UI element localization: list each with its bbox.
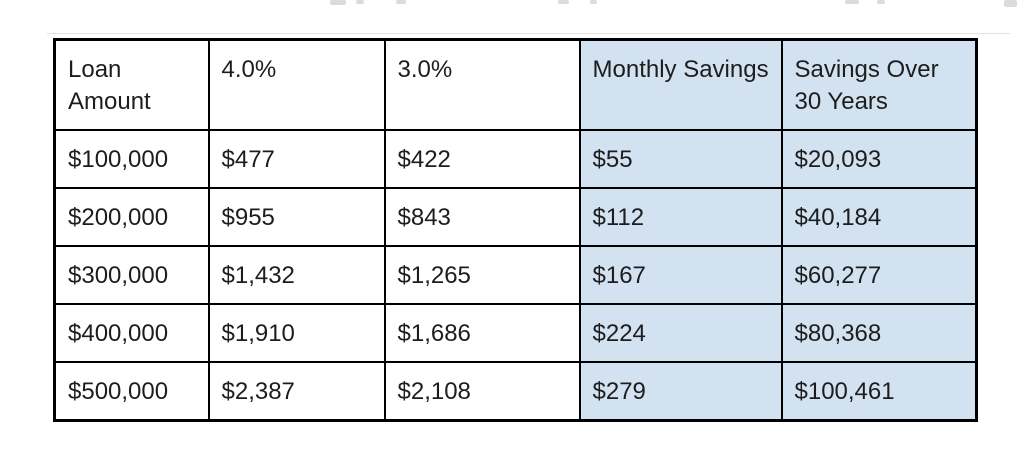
cell-payment-3-0: $2,108 <box>383 361 581 422</box>
cell-loan-amount: $400,000 <box>53 303 210 363</box>
cell-savings-30-years: $80,368 <box>780 303 978 363</box>
table-row: $200,000 $955 $843 $112 $40,184 <box>53 187 978 247</box>
cropped-text-fragment <box>330 0 346 5</box>
cell-savings-30-years: $60,277 <box>780 245 978 305</box>
cell-payment-4-0: $955 <box>207 187 386 247</box>
cropped-rule-artifact <box>47 33 1010 34</box>
column-header-rate-4-0: 4.0% <box>207 38 386 131</box>
cell-monthly-savings: $167 <box>578 245 783 305</box>
column-header-monthly-savings: Monthly Savings <box>578 38 783 131</box>
cropped-text-fragment <box>356 0 364 4</box>
column-header-rate-3-0: 3.0% <box>383 38 581 131</box>
cell-loan-amount: $500,000 <box>53 361 210 422</box>
cell-payment-3-0: $422 <box>383 129 581 189</box>
cropped-text-fragment <box>845 0 859 4</box>
cropped-text-fragment <box>1004 0 1017 7</box>
refinance-savings-table: Loan Amount 4.0% 3.0% Monthly Savings Sa… <box>53 38 978 422</box>
table-row: $500,000 $2,387 $2,108 $279 $100,461 <box>53 361 978 422</box>
table-row: $300,000 $1,432 $1,265 $167 $60,277 <box>53 245 978 305</box>
cell-monthly-savings: $279 <box>578 361 783 422</box>
cropped-text-fragment <box>590 0 597 4</box>
cropped-text-fragment <box>877 0 885 4</box>
cell-loan-amount: $300,000 <box>53 245 210 305</box>
cell-payment-4-0: $477 <box>207 129 386 189</box>
cell-monthly-savings: $224 <box>578 303 783 363</box>
column-header-loan-amount: Loan Amount <box>53 38 210 131</box>
cell-monthly-savings: $55 <box>578 129 783 189</box>
table-header-row: Loan Amount 4.0% 3.0% Monthly Savings Sa… <box>53 38 978 131</box>
cell-loan-amount: $200,000 <box>53 187 210 247</box>
cell-payment-4-0: $2,387 <box>207 361 386 422</box>
cropped-text-fragment <box>558 0 569 4</box>
cell-savings-30-years: $100,461 <box>780 361 978 422</box>
cell-payment-4-0: $1,910 <box>207 303 386 363</box>
cell-monthly-savings: $112 <box>578 187 783 247</box>
cell-payment-4-0: $1,432 <box>207 245 386 305</box>
cell-payment-3-0: $1,686 <box>383 303 581 363</box>
column-header-savings-30-years: Savings Over 30 Years <box>780 38 978 131</box>
table-row: $400,000 $1,910 $1,686 $224 $80,368 <box>53 303 978 363</box>
cell-payment-3-0: $843 <box>383 187 581 247</box>
cell-savings-30-years: $20,093 <box>780 129 978 189</box>
table-row: $100,000 $477 $422 $55 $20,093 <box>53 129 978 189</box>
cell-savings-30-years: $40,184 <box>780 187 978 247</box>
cell-loan-amount: $100,000 <box>53 129 210 189</box>
cropped-text-fragment <box>396 0 406 4</box>
cell-payment-3-0: $1,265 <box>383 245 581 305</box>
